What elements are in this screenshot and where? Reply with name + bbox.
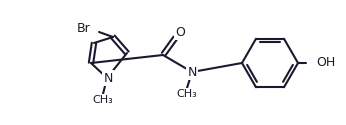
Text: CH₃: CH₃ — [93, 95, 113, 105]
Text: Br: Br — [77, 22, 91, 36]
Text: CH₃: CH₃ — [176, 89, 197, 99]
Text: OH: OH — [316, 56, 335, 70]
Text: N: N — [103, 72, 113, 85]
Text: O: O — [175, 26, 185, 38]
Text: N: N — [187, 66, 197, 78]
